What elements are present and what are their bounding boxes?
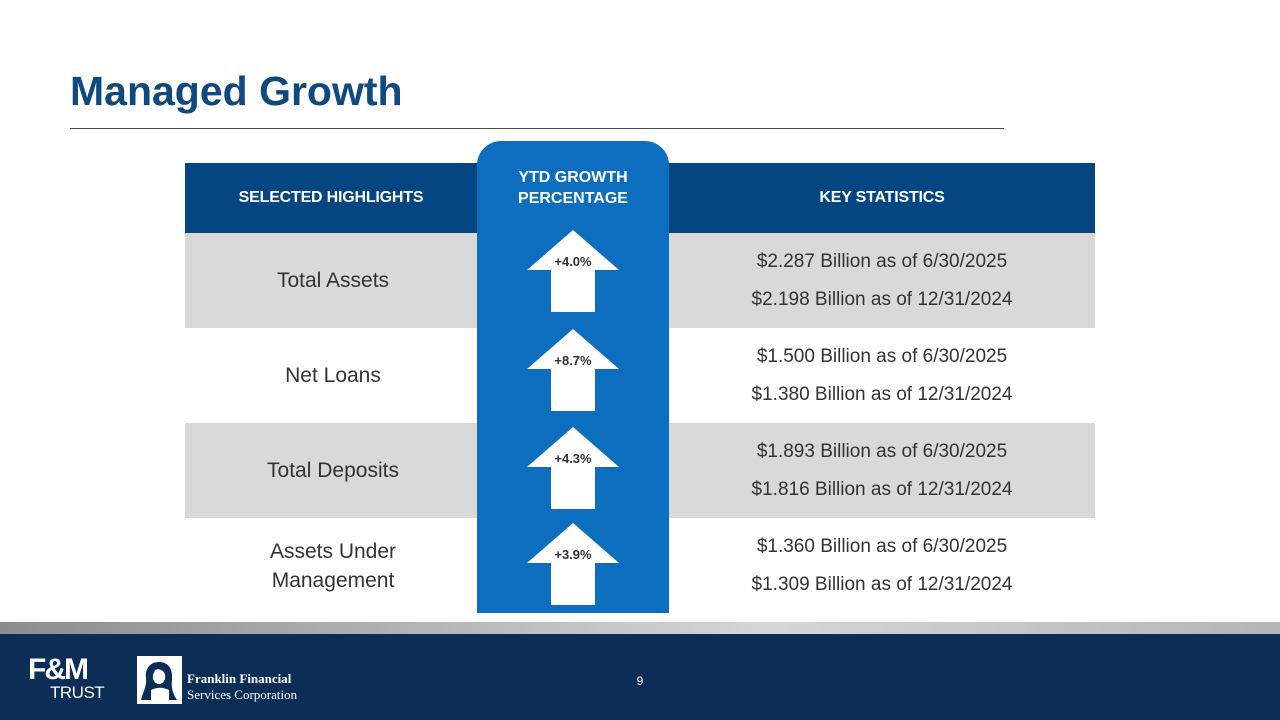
growth-value: +3.9% xyxy=(554,547,592,562)
growth-value: +4.3% xyxy=(554,451,592,466)
stat-current: $2.287 Billion as of 6/30/2025 xyxy=(756,250,1008,272)
highlights-table: SELECTED HIGHLIGHTS KEY STATISTICS Total… xyxy=(185,163,1095,613)
row-label: Total Deposits xyxy=(267,459,399,482)
header-ytd-growth-line: YTD GROWTH xyxy=(518,169,628,186)
row-statistics: $2.287 Billion as of 6/30/2025 $2.198 Bi… xyxy=(669,233,1095,328)
franklin-logo-text: Franklin Financial Services Corporation xyxy=(187,671,297,703)
franklin-line2: Services Corporation xyxy=(187,687,298,702)
franklin-line1: Franklin Financial xyxy=(187,671,292,686)
growth-arrow: +8.7% xyxy=(527,329,619,411)
row-statistics: $1.893 Billion as of 6/30/2025 $1.816 Bi… xyxy=(669,423,1095,518)
page-title: Managed Growth xyxy=(70,68,403,114)
up-arrow-icon xyxy=(527,427,619,509)
stat-current: $1.360 Billion as of 6/30/2025 xyxy=(756,535,1008,557)
fm-logo-word: TRUST xyxy=(50,683,105,702)
growth-value: +8.7% xyxy=(554,353,592,368)
fm-logo-mark: F&M xyxy=(28,653,89,686)
page-number: 9 xyxy=(636,674,644,688)
up-arrow-icon xyxy=(527,329,619,411)
stat-prior: $1.816 Billion as of 12/31/2024 xyxy=(751,478,1013,500)
row-label: Assets Under Management xyxy=(185,518,481,613)
growth-value: +4.0% xyxy=(554,254,592,269)
stat-prior: $2.198 Billion as of 12/31/2024 xyxy=(751,288,1013,310)
up-arrow-icon xyxy=(527,523,619,605)
stat-prior: $1.380 Billion as of 12/31/2024 xyxy=(751,383,1013,405)
stat-prior: $1.309 Billion as of 12/31/2024 xyxy=(751,573,1013,595)
fm-trust-logo: F&M TRUST xyxy=(28,653,112,704)
header-ytd-growth-line: PERCENTAGE xyxy=(518,190,628,207)
table-row: Net Loans $1.500 Billion as of 6/30/2025… xyxy=(185,328,1095,423)
franklin-portrait-icon xyxy=(137,656,182,704)
header-key-statistics: KEY STATISTICS xyxy=(819,189,945,206)
franklin-financial-logo: Franklin Financial Services Corporation xyxy=(137,656,317,706)
growth-arrow: +4.0% xyxy=(527,230,619,312)
row-label: Total Assets xyxy=(276,269,390,292)
header-ytd-growth: YTD GROWTH PERCENTAGE xyxy=(477,167,669,209)
growth-arrow: +3.9% xyxy=(527,523,619,605)
row-label-line: Assets Under xyxy=(269,539,397,563)
footer-divider xyxy=(0,622,1280,634)
row-label: Net Loans xyxy=(285,364,381,387)
stat-current: $1.500 Billion as of 6/30/2025 xyxy=(756,345,1008,367)
header-selected-highlights: SELECTED HIGHLIGHTS xyxy=(238,189,424,206)
row-statistics: $1.500 Billion as of 6/30/2025 $1.380 Bi… xyxy=(669,328,1095,423)
title-divider xyxy=(70,128,1004,129)
up-arrow-icon xyxy=(527,230,619,312)
growth-arrow: +4.3% xyxy=(527,427,619,509)
footer: F&M TRUST Franklin Financial Services Co… xyxy=(0,634,1280,720)
row-label-line: Management xyxy=(271,568,395,592)
table-row: Assets Under Management $1.360 Billion a… xyxy=(185,518,1095,613)
stat-current: $1.893 Billion as of 6/30/2025 xyxy=(756,440,1008,462)
row-statistics: $1.360 Billion as of 6/30/2025 $1.309 Bi… xyxy=(669,518,1095,613)
ytd-growth-column: YTD GROWTH PERCENTAGE +4.0% +8.7% +4.3% … xyxy=(477,141,669,613)
